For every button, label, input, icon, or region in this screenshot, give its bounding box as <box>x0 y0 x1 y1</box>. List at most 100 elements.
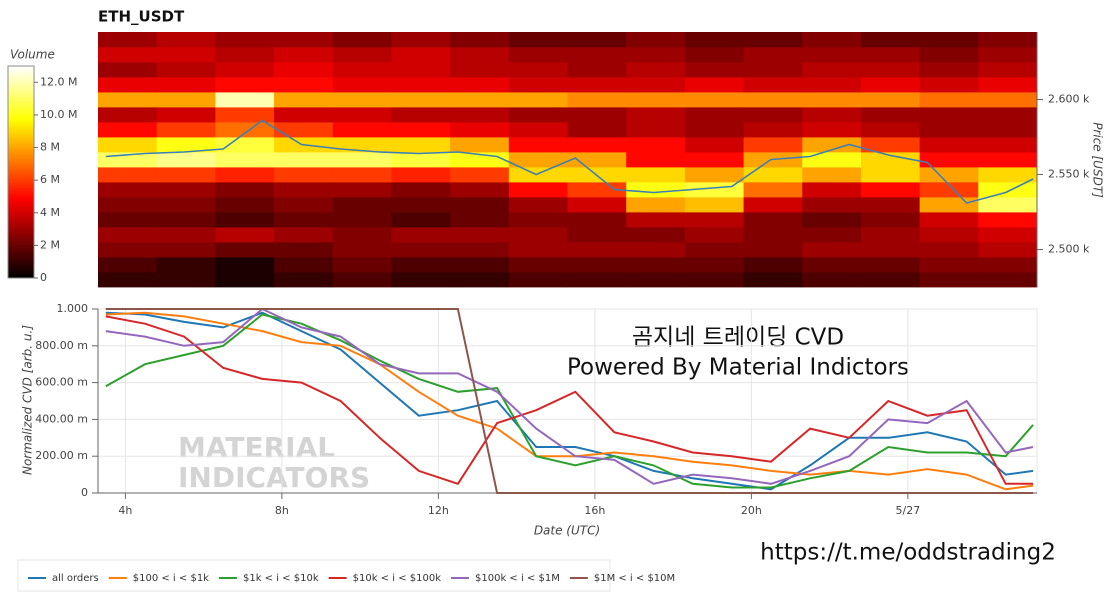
price-line <box>105 119 1034 204</box>
heatmap-cell <box>684 212 744 228</box>
x-tick-label: 8h <box>275 504 289 517</box>
colorbar-step <box>8 137 34 141</box>
heatmap-cell <box>978 77 1038 93</box>
heatmap-cell <box>919 62 979 78</box>
heatmap-cell <box>274 62 334 78</box>
heatmap-cell <box>743 167 803 183</box>
heatmap-cell <box>274 257 334 273</box>
colorbar-step <box>8 81 34 85</box>
colorbar-step <box>8 95 34 99</box>
colorbar-step <box>8 259 34 263</box>
heatmap-cell <box>919 227 979 243</box>
colorbar-step <box>8 256 34 260</box>
colorbar-step <box>8 68 34 72</box>
heatmap-cell <box>508 92 568 108</box>
heatmap-cell <box>684 197 744 213</box>
heatmap-cell <box>156 32 216 48</box>
heatmap-cell <box>332 77 392 93</box>
heatmap-cell <box>802 227 862 243</box>
heatmap-cell <box>626 182 686 198</box>
heatmap-cell <box>156 107 216 123</box>
heatmap-cell <box>508 137 568 153</box>
heatmap-cell <box>215 137 275 153</box>
heatmap-cell <box>98 167 158 183</box>
heatmap-cell <box>391 197 451 213</box>
heatmap-cell <box>743 122 803 138</box>
heatmap-cell <box>860 257 921 273</box>
heatmap-cell <box>684 77 744 93</box>
colorbar-step <box>8 153 34 157</box>
heatmap-cell <box>567 137 627 153</box>
heatmap-cell <box>802 257 862 273</box>
colorbar-step <box>8 66 34 70</box>
heatmap-cell <box>215 197 275 213</box>
heatmap-cell <box>215 272 275 288</box>
heatmap-cell <box>98 182 158 198</box>
heatmap-cell <box>919 197 979 213</box>
heatmap-cell <box>743 77 803 93</box>
plot-area <box>97 308 1038 494</box>
colorbar-tick-label: 12.0 M <box>40 75 77 88</box>
heatmap-cell <box>684 272 744 288</box>
heatmap-cell <box>156 257 216 273</box>
heatmap-cell <box>215 257 275 273</box>
heatmap-cell <box>567 227 627 243</box>
colorbar-step <box>8 119 34 123</box>
heatmap-cell <box>626 122 686 138</box>
heatmap-cell <box>274 242 334 258</box>
colorbar-step <box>8 172 34 176</box>
colorbar-tick-label: 6 M <box>40 173 60 186</box>
x-tick-label: 20h <box>741 504 762 517</box>
y-tick-label: 800.00 m <box>35 339 88 352</box>
colorbar-tick-label: 0 <box>40 271 47 284</box>
heatmap-cell <box>802 77 862 93</box>
heatmap-cell <box>978 47 1038 63</box>
heatmap-cell <box>626 227 686 243</box>
y-tick-label: 2.500 k <box>1048 243 1090 256</box>
heatmap-cell <box>98 227 158 243</box>
heatmap-cell <box>743 137 803 153</box>
heatmap-cell <box>215 152 275 168</box>
heatmap-cell <box>450 32 510 48</box>
heatmap-cell <box>802 47 862 63</box>
heatmap-cell <box>978 272 1038 288</box>
colorbar-step <box>8 105 34 109</box>
heatmap-cell <box>156 197 216 213</box>
heatmap-cell <box>274 77 334 93</box>
heatmap-cell <box>450 137 510 153</box>
heatmap-cell <box>391 182 451 198</box>
heatmap-cell <box>626 212 686 228</box>
heatmap-cell <box>802 272 862 288</box>
colorbar-frame <box>7 65 35 279</box>
heatmap-cell <box>332 182 392 198</box>
heatmap-cell <box>978 167 1038 183</box>
heatmap-cell <box>332 47 392 63</box>
heatmap-cell <box>919 167 979 183</box>
series-line <box>105 308 1034 494</box>
x-axis-label: Date (UTC) <box>534 524 600 538</box>
heatmap-cell <box>684 92 744 108</box>
colorbar-step <box>8 198 34 202</box>
heatmap-cell <box>626 32 686 48</box>
heatmap-cell <box>860 62 921 78</box>
heatmap-cell <box>743 92 803 108</box>
heatmap-cell <box>743 242 803 258</box>
heatmap-cell <box>391 242 451 258</box>
y-tick-label: 0 <box>81 486 88 499</box>
heatmap-cell <box>215 107 275 123</box>
heatmap-cell <box>215 122 275 138</box>
heatmap-cell <box>978 137 1038 153</box>
watermark: INDICATORS <box>178 461 370 494</box>
legend-label: $100 < i < $1k <box>133 573 209 584</box>
watermark: MATERIAL <box>178 431 335 464</box>
heatmap-cell <box>860 242 921 258</box>
heatmap-cell <box>391 92 451 108</box>
heatmap-cell <box>802 182 862 198</box>
heatmap-cell <box>215 242 275 258</box>
colorbar-step <box>8 203 34 207</box>
heatmap-cell <box>274 152 334 168</box>
heatmap-cell <box>567 242 627 258</box>
heatmap-cell <box>215 32 275 48</box>
heatmap-cell <box>860 92 921 108</box>
